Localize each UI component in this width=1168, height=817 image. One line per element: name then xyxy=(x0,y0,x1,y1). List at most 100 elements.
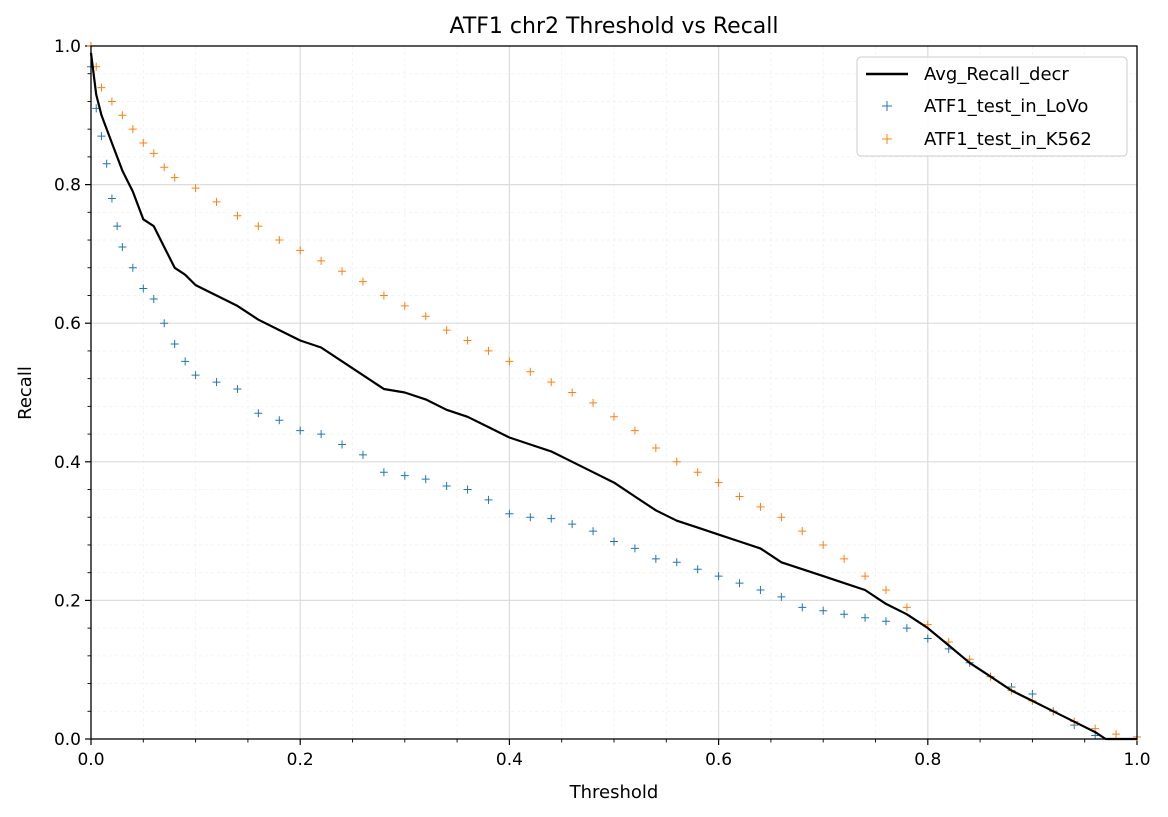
data-point xyxy=(798,527,807,536)
data-point xyxy=(568,388,577,397)
legend-label-lovo: ATF1_test_in_LoVo xyxy=(924,96,1088,117)
y-tick-label: 0.0 xyxy=(54,730,81,750)
data-point xyxy=(881,586,890,595)
data-point xyxy=(149,149,158,158)
data-point xyxy=(358,450,367,459)
y-tick-label: 0.2 xyxy=(54,591,81,611)
data-point xyxy=(505,357,514,366)
data-point xyxy=(923,634,932,643)
data-point xyxy=(317,256,326,265)
data-point xyxy=(484,346,493,355)
legend-label-avg: Avg_Recall_decr xyxy=(924,64,1069,85)
axis-ticks: 0.0 0.2 0.4 0.6 0.8 1.0 0.0 0.2 0.4 0.6 0.8 1.0 xyxy=(54,37,1151,770)
data-point xyxy=(97,83,106,92)
data-point xyxy=(589,527,598,536)
series-layer xyxy=(87,42,1141,741)
data-point xyxy=(526,367,535,376)
data-point xyxy=(463,485,472,494)
x-tick-label: 0.2 xyxy=(287,750,314,770)
data-point xyxy=(651,554,660,563)
data-point xyxy=(568,520,577,529)
data-point xyxy=(421,312,430,321)
data-point xyxy=(139,284,148,293)
data-point xyxy=(118,111,127,120)
data-point xyxy=(693,565,702,574)
data-point xyxy=(181,357,190,366)
data-point xyxy=(317,430,326,439)
data-point xyxy=(118,242,127,251)
series-line xyxy=(89,52,1137,741)
data-point xyxy=(421,475,430,484)
y-tick-label: 1.0 xyxy=(54,37,81,57)
x-axis-label: Threshold xyxy=(569,782,659,803)
data-point xyxy=(128,125,137,134)
data-point xyxy=(149,294,158,303)
y-tick-label: 0.6 xyxy=(54,314,81,334)
data-point xyxy=(735,492,744,501)
data-point xyxy=(630,544,639,553)
data-point xyxy=(233,385,242,394)
data-point xyxy=(212,197,221,206)
data-point xyxy=(442,482,451,491)
data-point xyxy=(840,610,849,619)
data-point xyxy=(547,514,556,523)
chart-title: ATF1 chr2 Threshold vs Recall xyxy=(449,14,778,39)
data-point xyxy=(379,291,388,300)
x-tick-label: 1.0 xyxy=(1123,750,1150,770)
data-point xyxy=(379,468,388,477)
data-point xyxy=(672,558,681,567)
data-point xyxy=(1112,730,1121,739)
data-point xyxy=(254,222,263,231)
data-point xyxy=(275,236,284,245)
data-point xyxy=(610,412,618,421)
data-point xyxy=(881,617,890,626)
data-point xyxy=(442,326,451,335)
data-point xyxy=(275,416,284,425)
data-point xyxy=(128,263,137,272)
legend-marker-lovo xyxy=(882,101,892,111)
x-tick-label: 0.6 xyxy=(705,750,732,770)
data-point xyxy=(798,603,807,612)
data-point xyxy=(139,139,148,148)
data-point xyxy=(861,613,870,622)
x-tick-label: 0.0 xyxy=(77,750,104,770)
data-point xyxy=(672,457,681,466)
data-point xyxy=(160,319,169,328)
y-tick-label: 0.8 xyxy=(54,176,81,196)
series-Avg_Recall_decr xyxy=(89,52,1137,741)
data-point xyxy=(400,301,409,310)
data-point xyxy=(589,398,598,407)
x-tick-label: 0.8 xyxy=(914,750,941,770)
data-point xyxy=(902,624,911,633)
y-tick-label: 0.4 xyxy=(54,453,81,473)
data-point xyxy=(113,222,122,231)
data-point xyxy=(693,468,702,477)
data-point xyxy=(630,426,639,435)
data-point xyxy=(651,443,660,452)
data-point xyxy=(777,513,786,522)
data-point xyxy=(526,513,535,522)
plot-frame xyxy=(90,45,1138,740)
data-point xyxy=(610,537,618,546)
y-axis-label: Recall xyxy=(15,366,36,420)
data-point xyxy=(777,592,786,601)
data-point xyxy=(102,159,111,168)
legend-box xyxy=(856,56,1128,157)
data-point xyxy=(819,606,828,615)
data-point xyxy=(1028,689,1037,698)
data-point xyxy=(107,97,116,106)
data-point xyxy=(400,471,409,480)
data-point xyxy=(735,579,744,588)
series-ATF1_test_in_LoVo xyxy=(87,62,1100,740)
data-point xyxy=(756,502,765,511)
data-point xyxy=(358,277,367,286)
legend-marker-k562 xyxy=(882,134,892,144)
data-point xyxy=(714,478,723,487)
data-point xyxy=(233,211,242,220)
data-point xyxy=(547,378,556,387)
data-point xyxy=(463,336,472,345)
data-point xyxy=(191,371,200,380)
data-point xyxy=(170,173,179,182)
data-point xyxy=(296,426,305,435)
data-point xyxy=(756,586,765,595)
